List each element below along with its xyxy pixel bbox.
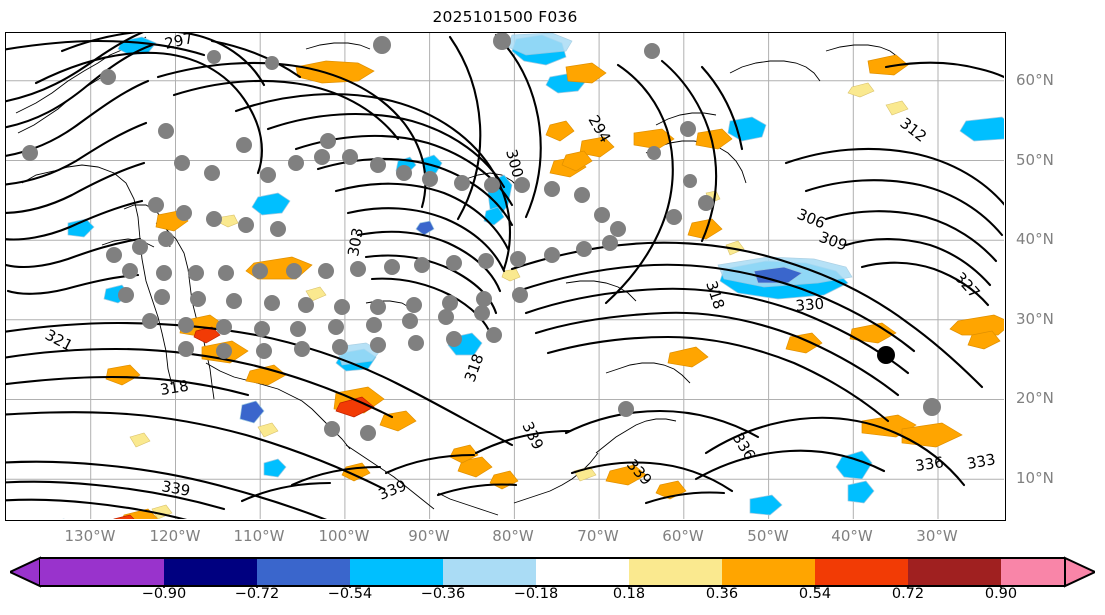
- colorbar-cell-8: [815, 558, 908, 586]
- lat-tick-10n: 10°N: [1016, 469, 1054, 487]
- svg-text:333: 333: [966, 450, 997, 473]
- page-title: 2025101500 F036: [432, 8, 578, 26]
- colorbar-extend-min: [10, 556, 41, 588]
- svg-text:297: 297: [163, 33, 195, 53]
- lon-tick-90w: 90°W: [408, 527, 450, 545]
- colorbar-cell-2: [257, 558, 350, 586]
- map-canvas: 297 294 300 303 312 306 309 321 318 330 …: [6, 33, 1004, 519]
- colorbar-swatches: [10, 556, 1095, 588]
- map-plot-area: 297 294 300 303 312 306 309 321 318 330 …: [5, 32, 1006, 521]
- colorbar-cell-10: [1001, 558, 1065, 586]
- colorbar-tick-4: −0.18: [513, 586, 559, 602]
- svg-text:318: 318: [159, 377, 190, 399]
- lon-tick-80w: 80°W: [492, 527, 534, 545]
- colorbar-tick-0: −0.90: [141, 586, 187, 602]
- colorbar-cell-1: [164, 558, 257, 586]
- shaded-anomaly-patches: [62, 33, 1004, 519]
- svg-text:339: 339: [160, 477, 191, 500]
- lon-tick-50w: 50°W: [747, 527, 789, 545]
- colorbar-tick-6: 0.36: [705, 586, 739, 602]
- highlight-dot: [877, 346, 895, 364]
- lon-tick-60w: 60°W: [662, 527, 704, 545]
- colorbar-extend-max: [1064, 556, 1095, 588]
- svg-text:336: 336: [914, 453, 945, 475]
- colorbar-tick-9: 0.90: [984, 586, 1018, 602]
- lat-tick-40n: 40°N: [1016, 230, 1054, 248]
- lon-tick-40w: 40°W: [831, 527, 873, 545]
- height-contours: [6, 33, 1004, 519]
- lon-tick-130w: 130°W: [64, 527, 116, 545]
- colorbar-tick-8: 0.72: [891, 586, 925, 602]
- colorbar-tick-5: 0.18: [612, 586, 646, 602]
- lat-tick-20n: 20°N: [1016, 389, 1054, 407]
- lat-tick-50n: 50°N: [1016, 151, 1054, 169]
- colorbar-cell-0: [40, 558, 164, 586]
- colorbar-cell-7: [722, 558, 815, 586]
- colorbar-tick-1: −0.72: [234, 586, 280, 602]
- colorbar: −0.90 −0.72 −0.54 −0.36 −0.18 0.18 0.36 …: [10, 556, 1095, 610]
- station-dots: [22, 33, 941, 441]
- colorbar-cell-6: [629, 558, 722, 586]
- colorbar-tick-2: −0.54: [327, 586, 373, 602]
- colorbar-tick-7: 0.54: [798, 586, 832, 602]
- lon-tick-70w: 70°W: [577, 527, 619, 545]
- svg-text:303: 303: [344, 226, 367, 257]
- lat-tick-30n: 30°N: [1016, 310, 1054, 328]
- colorbar-cell-9: [908, 558, 1001, 586]
- lon-tick-100w: 100°W: [318, 527, 370, 545]
- lon-tick-110w: 110°W: [233, 527, 285, 545]
- colorbar-tick-3: −0.36: [420, 586, 466, 602]
- colorbar-cell-4: [443, 558, 536, 586]
- lat-tick-60n: 60°N: [1016, 71, 1054, 89]
- svg-text:330: 330: [795, 295, 825, 315]
- lon-tick-30w: 30°W: [916, 527, 958, 545]
- lon-tick-120w: 120°W: [149, 527, 201, 545]
- colorbar-cell-3: [350, 558, 443, 586]
- colorbar-cell-5: [536, 558, 629, 586]
